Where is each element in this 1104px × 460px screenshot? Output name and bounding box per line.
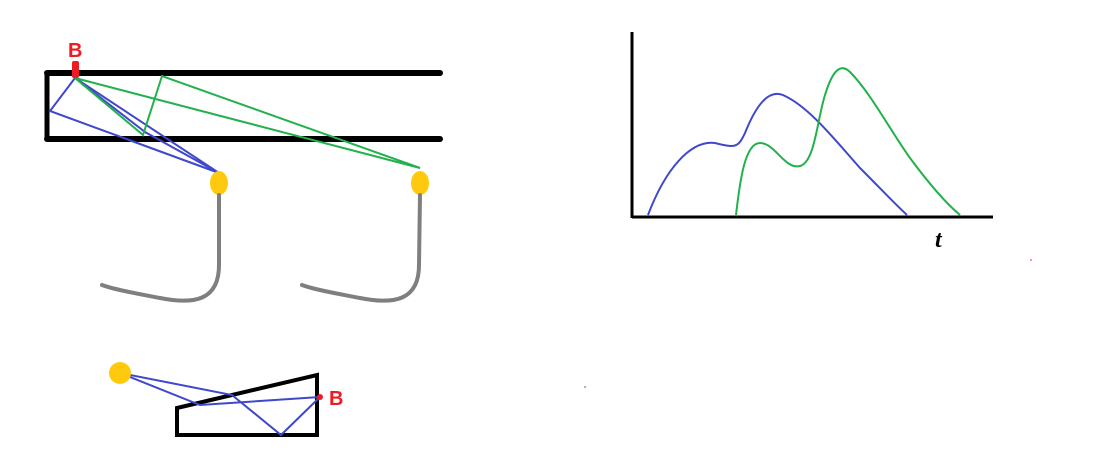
wedge-ray-direct (119, 372, 321, 407)
corridor-diagram: B (44, 40, 443, 174)
blue-ray-reflected (48, 77, 220, 174)
point-b-label-top: B (68, 40, 82, 62)
wedge-diagram: B (109, 362, 343, 437)
source-left-bulb (210, 171, 228, 195)
green-ray-direct (74, 77, 421, 169)
time-chart: t (630, 32, 993, 253)
source-left-cable (100, 193, 221, 303)
wedge-ray-paths (119, 372, 321, 437)
source-right-cable (300, 193, 422, 303)
source-right-bulb (411, 171, 429, 195)
stray-dot-1 (584, 386, 586, 388)
green-ray-zigzag (74, 74, 421, 169)
source-left (100, 171, 228, 303)
corridor-walls (44, 70, 443, 142)
point-b-label-bottom: B (329, 388, 343, 410)
wedge-ray-reflected (119, 372, 321, 437)
wedge-outline (175, 372, 319, 437)
chart-x-axis-label: t (935, 227, 943, 253)
wedge-source (109, 362, 131, 384)
source-right (300, 171, 429, 303)
chart-series-green (735, 67, 961, 216)
chart-series-blue (647, 93, 908, 216)
stray-dot-2 (1030, 259, 1032, 261)
point-b-marker-bottom (317, 394, 323, 400)
green-ray-paths (74, 74, 421, 169)
blue-ray-paths (48, 77, 220, 174)
point-b-marker-top (72, 61, 79, 78)
